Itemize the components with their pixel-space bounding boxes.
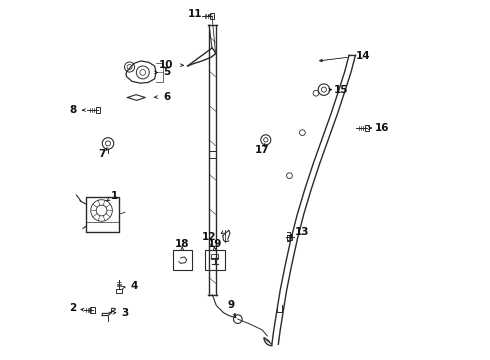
Bar — [205, 250, 224, 270]
Bar — [365, 125, 369, 131]
Bar — [210, 13, 214, 19]
Text: 8: 8 — [69, 105, 76, 115]
Bar — [172, 250, 192, 270]
Text: 6: 6 — [163, 92, 171, 102]
Text: 13: 13 — [294, 227, 309, 237]
Text: 15: 15 — [334, 85, 348, 95]
Text: 3: 3 — [122, 308, 128, 318]
Bar — [87, 197, 120, 232]
Bar — [287, 234, 292, 240]
Bar — [96, 107, 100, 113]
Bar — [116, 289, 122, 293]
Text: 1: 1 — [110, 191, 118, 201]
Text: 17: 17 — [255, 144, 270, 154]
Text: 16: 16 — [375, 123, 390, 133]
Text: 10: 10 — [159, 60, 173, 70]
Text: 11: 11 — [188, 9, 202, 19]
Text: 18: 18 — [175, 239, 190, 249]
Text: 4: 4 — [131, 281, 138, 291]
Bar — [91, 307, 95, 313]
Text: 9: 9 — [228, 300, 235, 310]
Bar — [211, 254, 218, 260]
Text: 2: 2 — [69, 303, 76, 314]
Text: 19: 19 — [207, 239, 221, 249]
Text: 7: 7 — [98, 149, 105, 159]
Text: 12: 12 — [202, 232, 216, 242]
Text: 5: 5 — [163, 67, 171, 77]
Text: 14: 14 — [356, 51, 371, 61]
